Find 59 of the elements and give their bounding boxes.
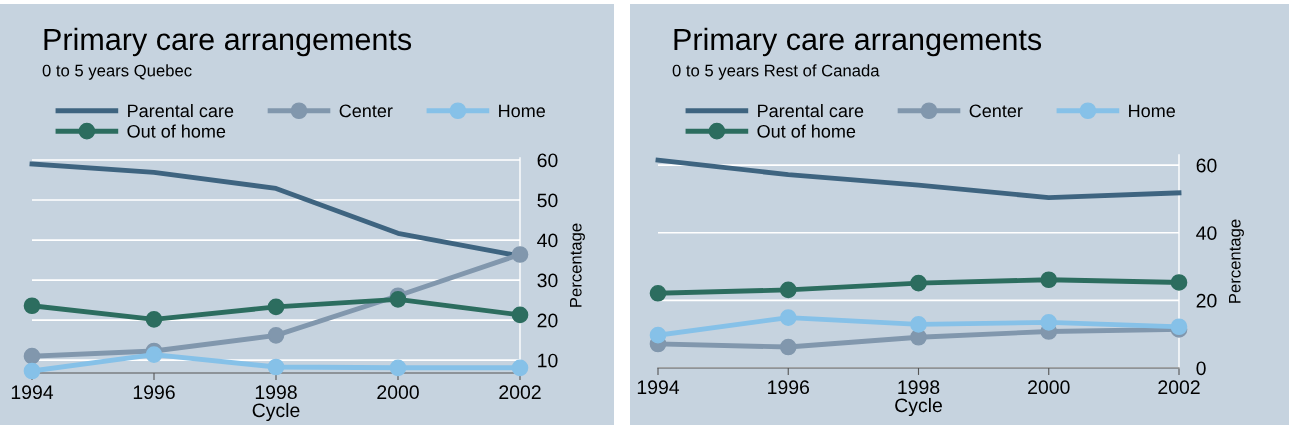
line-series	[655, 157, 1182, 201]
x-tick-label: 2002	[1158, 380, 1200, 395]
x-tick-label: 1996	[768, 380, 810, 395]
legend-label: Center	[339, 104, 393, 118]
chart-title: Primary care arrangements	[674, 27, 1042, 57]
x-axis-title: Cycle	[252, 402, 300, 422]
point	[267, 358, 285, 376]
x-tick-label: 1994	[637, 380, 680, 395]
point	[910, 316, 927, 333]
y-axis-title: Percentage	[1229, 219, 1244, 303]
legend-label: Home	[1129, 104, 1175, 118]
point	[145, 346, 163, 363]
y-tick-label: 20	[1196, 293, 1217, 308]
point	[1170, 274, 1188, 291]
point	[1040, 271, 1058, 289]
point	[1040, 314, 1058, 331]
y-tick-label: 60	[537, 153, 558, 168]
point	[511, 306, 529, 324]
legend-label: Parental care	[758, 104, 864, 118]
point	[779, 309, 797, 326]
y-tick-label: 0	[1196, 361, 1206, 376]
point	[779, 338, 797, 356]
chart-subtitle: 0 to 5 years Quebec	[42, 64, 192, 80]
point	[649, 284, 667, 302]
x-tick-label: 1998	[898, 380, 940, 395]
point	[267, 298, 285, 316]
legend-label: Parental care	[128, 104, 234, 118]
point	[23, 347, 41, 365]
x-tick-label: 2002	[499, 385, 541, 400]
y-tick-label: 40	[1196, 226, 1217, 240]
chart-subtitle: 0 to 5 years Rest of Canada	[672, 64, 880, 80]
x-tick-label: 1998	[255, 385, 297, 400]
legend-label: Out of home	[127, 124, 226, 138]
x-tick-label: 2000	[377, 385, 419, 400]
point	[511, 246, 529, 263]
y-tick-label: 40	[537, 233, 558, 248]
point	[649, 326, 667, 344]
point	[267, 327, 285, 344]
x-tick-label: 2000	[1028, 380, 1070, 395]
point	[145, 311, 163, 328]
point	[23, 297, 41, 315]
point	[511, 359, 529, 377]
y-tick-label: 60	[1196, 158, 1217, 173]
x-tick-label: 1994	[11, 385, 54, 400]
point	[23, 362, 41, 380]
y-axis-title: Percentage	[570, 223, 585, 307]
point	[910, 274, 927, 292]
x-axis-title: Cycle	[895, 397, 942, 417]
legend-label: Home	[499, 104, 545, 118]
point	[779, 281, 797, 299]
y-tick-label: 20	[537, 313, 558, 328]
y-tick-label: 50	[537, 193, 558, 208]
y-tick-label: 10	[538, 353, 558, 368]
y-tick-label: 30	[537, 273, 558, 288]
chart-title: Primary care arrangements	[44, 27, 412, 57]
legend-label: Out of home	[757, 124, 856, 138]
x-tick-label: 1996	[133, 385, 175, 400]
legend-label: Center	[969, 104, 1023, 118]
point	[389, 359, 407, 377]
